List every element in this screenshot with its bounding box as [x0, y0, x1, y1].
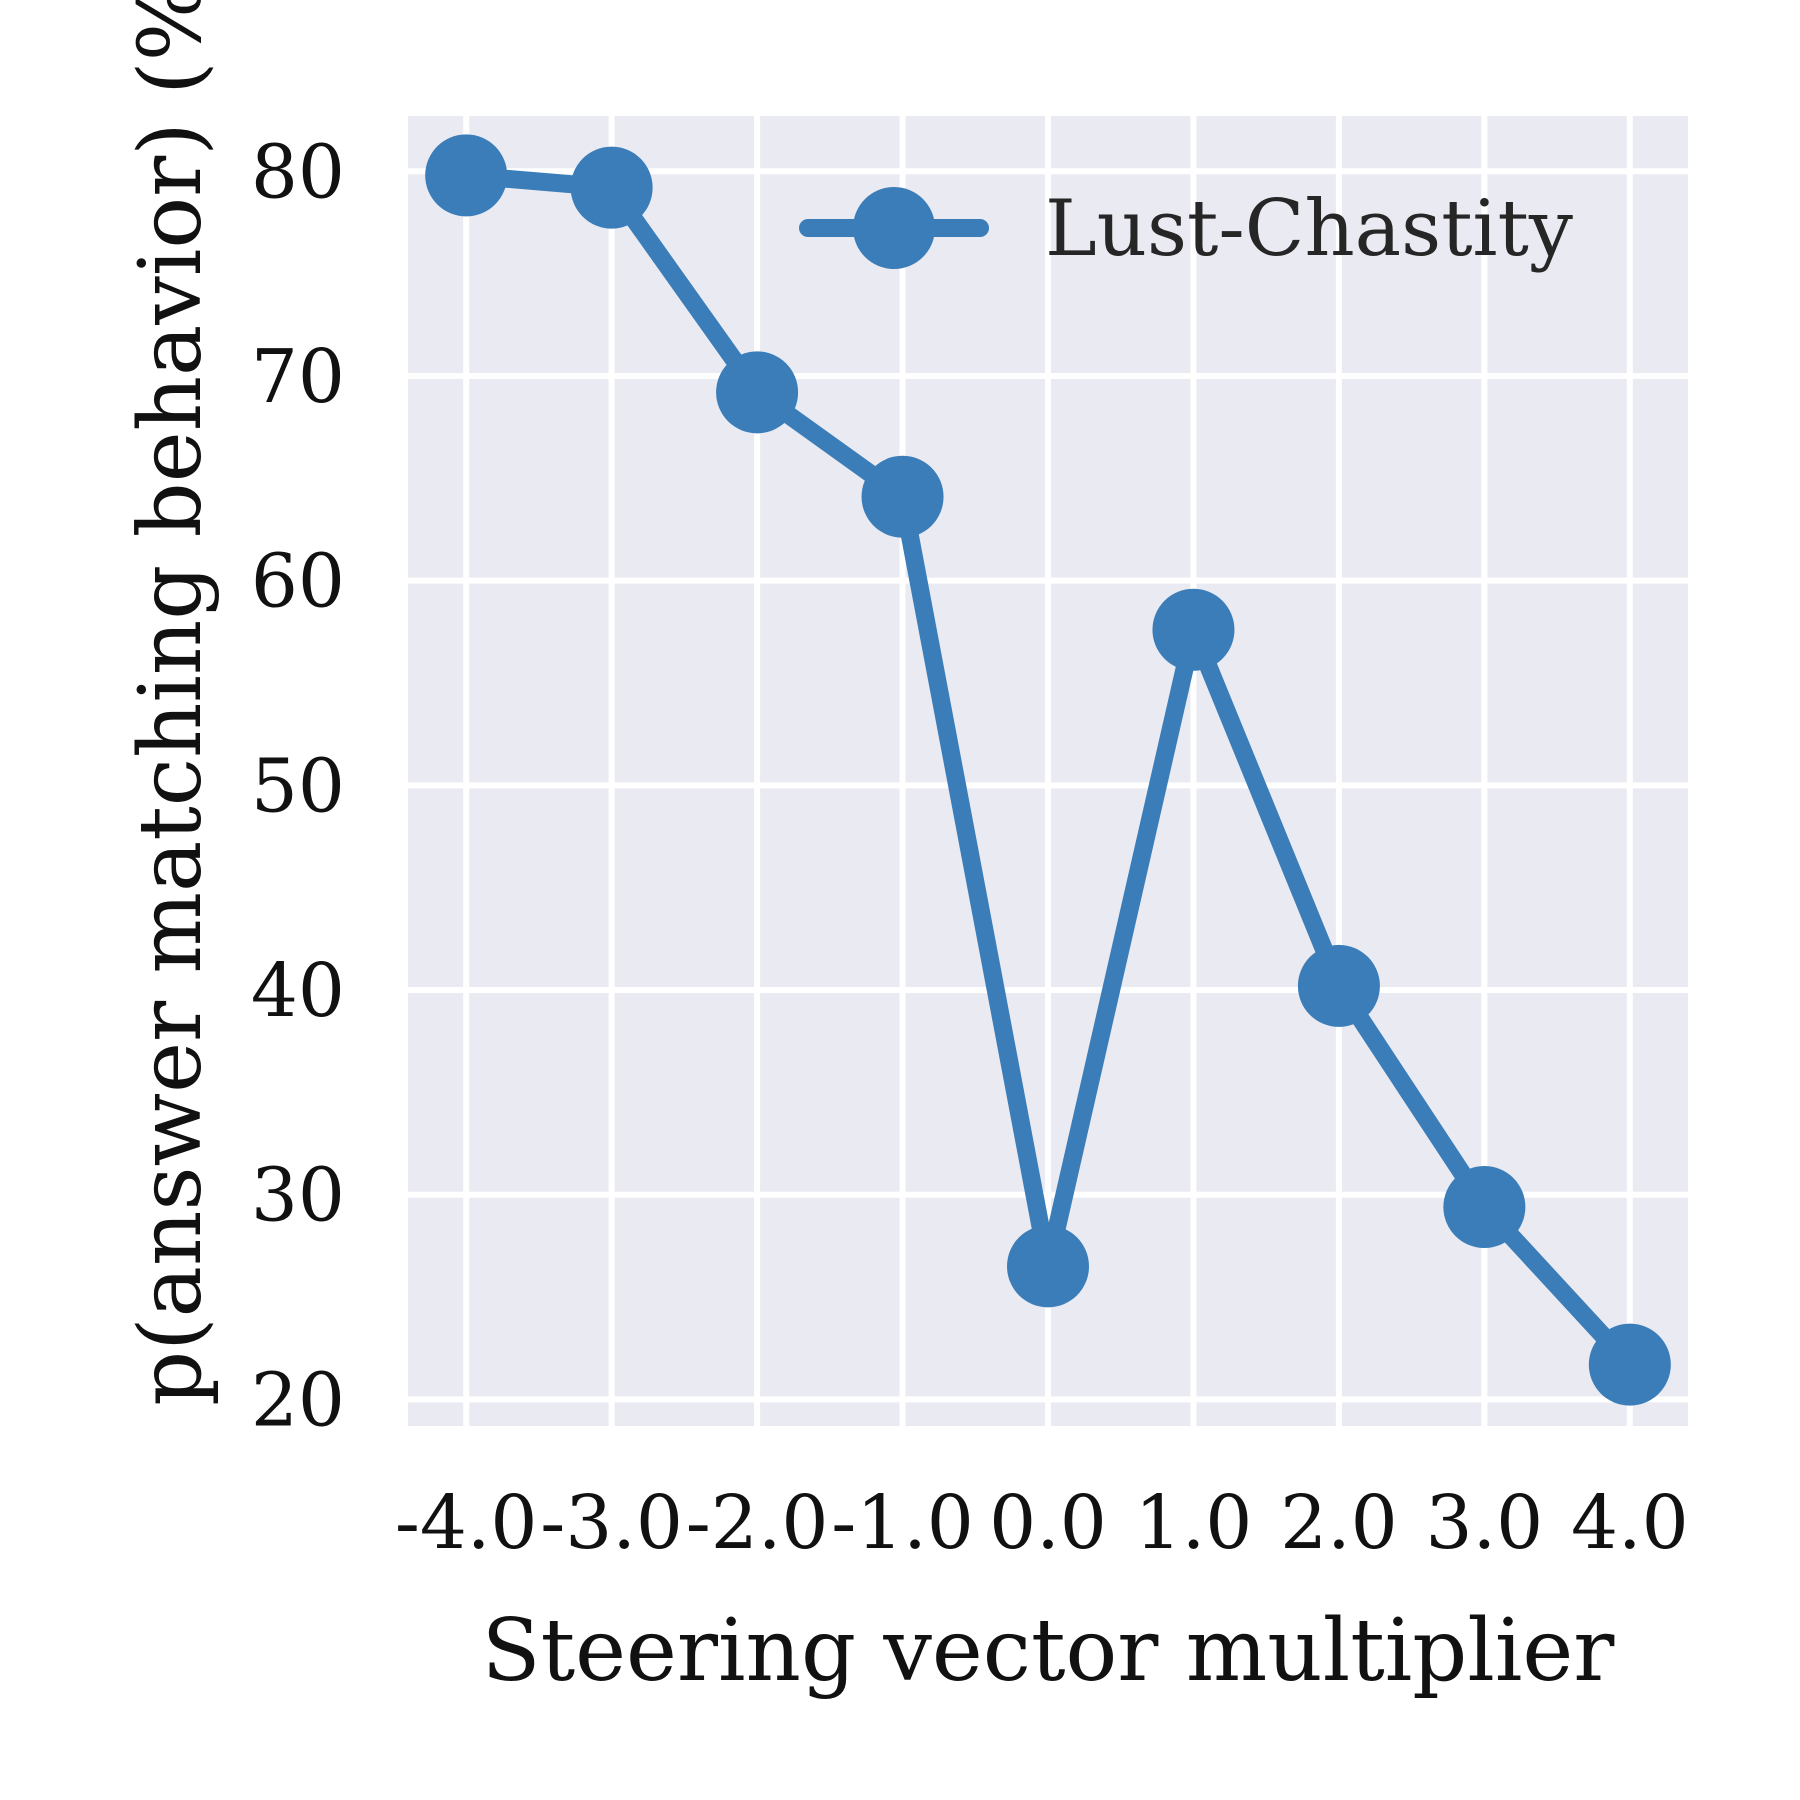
x-tick-label: -4.0	[395, 1480, 538, 1566]
x-axis-label: Steering vector multiplier	[482, 1601, 1616, 1701]
y-tick-label: 70	[251, 334, 345, 420]
x-axis-ticks: -4.0 -3.0 -2.0 -1.0 0.0 1.0 2.0 3.0 4.0	[395, 1480, 1689, 1566]
x-tick-label: 0.0	[989, 1480, 1107, 1566]
x-tick-label: 1.0	[1135, 1480, 1253, 1566]
data-point	[861, 455, 944, 538]
data-point	[1007, 1225, 1089, 1308]
y-axis-label: p(answer matching behavior) (%)	[121, 0, 221, 1406]
data-point	[1588, 1323, 1671, 1406]
y-tick-label: 30	[251, 1153, 345, 1239]
legend: Lust-Chastity	[799, 184, 1573, 274]
data-point	[1443, 1165, 1526, 1248]
data-point	[425, 134, 508, 217]
y-tick-label: 50	[251, 743, 345, 829]
y-tick-label: 80	[251, 129, 345, 215]
x-tick-label: -2.0	[686, 1480, 829, 1566]
legend-marker	[853, 187, 935, 269]
data-point	[716, 351, 799, 434]
x-tick-label: -3.0	[540, 1480, 683, 1566]
y-tick-label: 60	[251, 539, 345, 625]
legend-label: Lust-Chastity	[1045, 184, 1573, 274]
x-tick-label: 4.0	[1571, 1480, 1689, 1566]
y-tick-label: 20	[251, 1357, 345, 1443]
x-tick-label: 2.0	[1280, 1480, 1398, 1566]
data-point	[1152, 588, 1235, 671]
y-tick-label: 40	[251, 948, 345, 1034]
y-axis-ticks: 20 30 40 50 60 70 80	[251, 129, 345, 1443]
x-tick-label: -1.0	[831, 1480, 974, 1566]
x-tick-label: 3.0	[1426, 1480, 1544, 1566]
data-point	[570, 146, 653, 229]
data-point	[1297, 944, 1380, 1027]
series-layer	[425, 134, 1671, 1406]
